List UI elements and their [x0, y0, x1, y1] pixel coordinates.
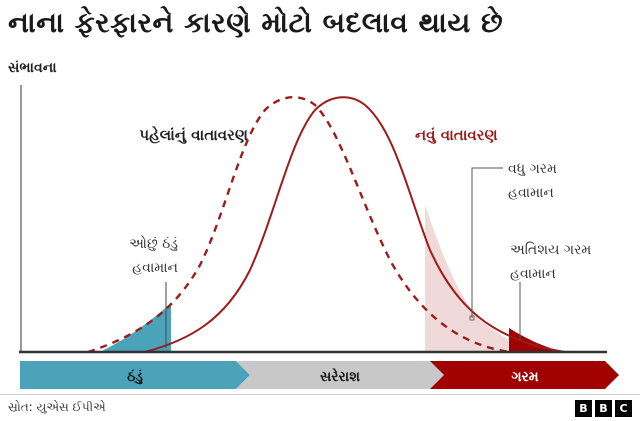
extreme-hot-label-1: અતિશય ગરમ: [510, 242, 591, 258]
bbc-logo-letter: B: [575, 400, 592, 417]
extreme-hot-label-2: હવામાન: [510, 266, 556, 282]
source-text: સ્રોત: યુએસ ઈપીએ: [8, 400, 106, 414]
footer-divider: [0, 394, 640, 395]
cold-segment: [20, 361, 250, 389]
less-cold-area: [100, 303, 171, 352]
less-cold-label-2: હવામાન: [132, 260, 178, 276]
cold-label: ઠંડું: [127, 369, 143, 385]
new-climate-curve: [144, 96, 566, 353]
hot-segment: [430, 361, 619, 389]
less-cold-label-1: ઓછું ઠંડું: [129, 235, 178, 252]
more-hot-area: [425, 205, 512, 352]
more-hot-leader-end: [469, 315, 475, 321]
old-climate-label: પહેલાંનું વાતાવરણ: [139, 125, 248, 144]
more-hot-leader: [471, 167, 503, 318]
average-label: સરેરાશ: [320, 367, 360, 385]
new-climate-label: નવું વાતાવરણ: [415, 126, 498, 144]
y-axis-label: સંભાવના: [8, 60, 57, 76]
hot-label: ગરમ: [511, 369, 538, 385]
old-climate-curve: [87, 96, 511, 354]
more-hot-label-1: વધુ ગરમ: [508, 161, 557, 177]
extreme-hot-area: [509, 328, 565, 352]
bbc-logo-letter: B: [595, 400, 612, 417]
chart-title: નાના ફેરફારને કારણે મોટો બદલાવ થાય છે: [8, 6, 504, 39]
average-segment: [236, 361, 444, 389]
bbc-logo: B B C: [575, 400, 632, 417]
more-hot-label-2: હવામાન: [508, 185, 554, 201]
bbc-logo-letter: C: [615, 400, 632, 417]
